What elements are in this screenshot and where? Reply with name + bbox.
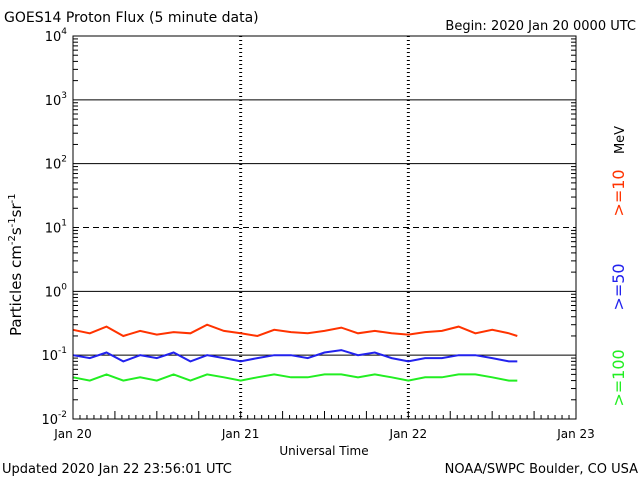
x-tick-label: Jan 22 [389,427,428,441]
y-tick-label: 103 [45,91,67,109]
series-layer [72,323,518,382]
x-tick-label: Jan 21 [221,427,260,441]
y-axis-label-sup-2: -1 [7,217,18,227]
series-line-gte-50 [72,349,518,363]
begin-time-label: Begin: 2020 Jan 20 0000 UTC [445,19,636,34]
credit-label: NOAA/SWPC Boulder, CO USA [445,462,638,477]
y-tick-label: 101 [45,219,67,237]
x-axis-label: Universal Time [279,444,368,458]
series-line-gte-10 [72,323,518,338]
legend-item-50: >=50 [609,263,628,310]
y-tick-labels: 10-2 10-1 100 101 102 103 104 [41,27,67,428]
y-axis-label-mid-1: s [7,227,25,235]
updated-timestamp: Updated 2020 Jan 22 23:56:01 UTC [2,462,232,477]
grid-layer [73,36,576,419]
legend-item-100: >=100 [609,349,628,406]
x-tick-label: Jan 23 [556,427,595,441]
y-tick-label: 10-1 [41,346,67,364]
y-tick-label: 10-2 [41,410,67,428]
x-tick-labels: Jan 20 Jan 21 Jan 22 Jan 23 [53,427,595,441]
legend-unit: MeV [613,126,628,154]
y-axis-label: Particles cm-2s-1sr-1 [7,193,25,336]
series-line-gte-100 [72,373,518,382]
y-tick-label: 104 [45,27,68,45]
legend-item-10: >=10 [609,169,628,216]
y-axis-label-sup-3: -1 [7,193,18,203]
x-tick-label: Jan 20 [53,427,92,441]
y-tick-label: 102 [45,155,67,173]
chart-title: GOES14 Proton Flux (5 minute data) [4,10,259,26]
y-tick-label: 100 [45,282,68,300]
y-axis-label-main: Particles cm [7,245,25,336]
plot-frame [72,35,577,420]
y-axis-label-mid-2: sr [7,203,25,218]
y-axis-label-sup-1: -2 [7,235,18,245]
